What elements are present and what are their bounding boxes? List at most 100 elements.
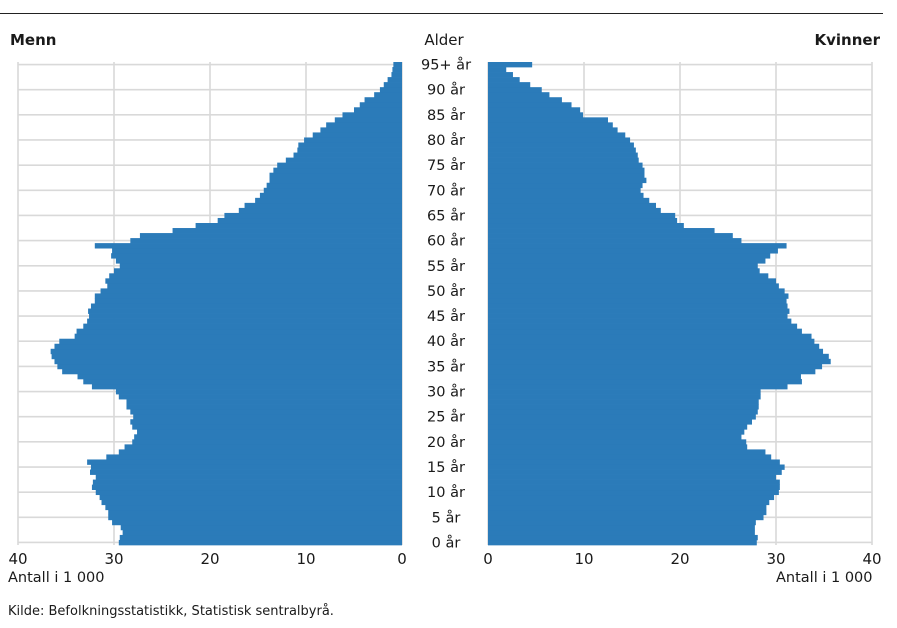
bar-kvinner-age-14 xyxy=(488,469,782,475)
bar-menn-age-68 xyxy=(255,197,402,204)
x-tick-label-left: 0 xyxy=(397,550,407,568)
bar-menn-age-13 xyxy=(95,474,402,480)
bar-menn-age-29 xyxy=(118,394,403,400)
bar-kvinner-age-61 xyxy=(488,233,733,239)
bar-kvinner-age-5 xyxy=(488,514,764,521)
bar-menn-age-22 xyxy=(137,429,403,435)
bar-menn-age-14 xyxy=(90,469,402,475)
bar-kvinner-age-19 xyxy=(488,444,748,450)
age-axis-label: Alder xyxy=(424,31,464,49)
bar-menn-age-24 xyxy=(130,419,402,425)
bar-kvinner-age-30 xyxy=(488,389,761,395)
bar-kvinner-age-79 xyxy=(488,142,634,148)
age-tick-label: 0 år xyxy=(432,534,461,551)
bar-kvinner-age-35 xyxy=(488,363,823,370)
bar-kvinner-age-18 xyxy=(488,449,766,455)
bar-menn-age-51 xyxy=(107,283,402,289)
bar-menn-age-94 xyxy=(392,67,402,73)
x-tick-label-left: 20 xyxy=(200,550,219,568)
bar-kvinner-age-10 xyxy=(488,489,779,496)
bar-menn-age-84 xyxy=(334,117,402,123)
bar-kvinner-age-20 xyxy=(488,439,747,445)
bar-kvinner-age-91 xyxy=(488,82,531,88)
bar-kvinner-age-53 xyxy=(488,273,769,279)
bar-kvinner-age-7 xyxy=(488,504,767,511)
bar-menn-age-23 xyxy=(132,424,403,430)
bar-kvinner-age-24 xyxy=(488,419,752,425)
source-note: Kilde: Befolkningsstatistikk, Statistisk… xyxy=(8,604,334,619)
bar-menn-age-76 xyxy=(285,157,402,163)
bar-menn-age-1 xyxy=(119,534,402,541)
bar-kvinner-age-81 xyxy=(488,132,626,138)
bar-kvinner-age-60 xyxy=(488,238,742,244)
bar-menn-age-54 xyxy=(114,268,402,274)
bar-kvinner-age-29 xyxy=(488,394,761,400)
bar-menn-age-47 xyxy=(90,303,403,309)
bar-menn-age-15 xyxy=(90,464,403,470)
bar-menn-age-38 xyxy=(50,348,402,355)
bar-menn-age-25 xyxy=(133,414,402,420)
bar-menn-age-60 xyxy=(130,238,402,244)
bar-kvinner-age-94 xyxy=(488,67,507,73)
bar-menn-age-11 xyxy=(91,484,403,491)
x-axis-label-left: Antall i 1 000 xyxy=(8,570,105,586)
age-tick-label: 50 år xyxy=(427,283,465,300)
bar-menn-age-58 xyxy=(112,248,402,254)
right-title: Kvinner xyxy=(814,31,880,49)
age-tick-label: 35 år xyxy=(427,358,465,375)
bar-kvinner-age-86 xyxy=(488,107,581,113)
bar-kvinner-age-46 xyxy=(488,308,790,314)
bar-menn-age-65 xyxy=(224,212,402,219)
bar-kvinner-age-56 xyxy=(488,258,766,264)
bar-menn-age-53 xyxy=(109,273,402,279)
bar-menn-age-20 xyxy=(132,439,403,445)
bar-kvinner-age-42 xyxy=(488,328,802,335)
bar-kvinner-age-92 xyxy=(488,77,520,83)
bar-menn-age-7 xyxy=(105,504,403,511)
bar-menn-age-33 xyxy=(77,373,403,380)
bar-kvinner-age-40 xyxy=(488,338,815,345)
bar-kvinner-age-93 xyxy=(488,72,513,78)
bar-kvinner-age-15 xyxy=(488,464,785,470)
bar-menn-age-72 xyxy=(269,177,402,184)
age-tick-label: 60 år xyxy=(427,233,465,250)
x-tick-label-left: 30 xyxy=(104,550,123,568)
left-title: Menn xyxy=(10,31,57,49)
bar-kvinner-age-41 xyxy=(488,333,812,340)
bar-kvinner-age-27 xyxy=(488,404,759,410)
bar-kvinner-age-37 xyxy=(488,353,829,360)
age-tick-label: 10 år xyxy=(427,484,465,501)
bar-menn-age-95 xyxy=(393,62,402,68)
bar-menn-age-92 xyxy=(387,77,402,83)
bar-kvinner-age-48 xyxy=(488,298,787,304)
bar-menn-age-12 xyxy=(92,479,402,485)
bar-menn-age-83 xyxy=(326,122,402,128)
age-tick-label: 70 år xyxy=(427,182,465,199)
age-tick-label: 30 år xyxy=(427,384,465,401)
bar-kvinner-age-89 xyxy=(488,92,550,98)
bar-kvinner-age-13 xyxy=(488,474,776,480)
bar-kvinner-age-70 xyxy=(488,187,641,194)
bar-menn-age-74 xyxy=(273,167,402,174)
bar-menn-age-91 xyxy=(383,82,402,88)
bar-kvinner-age-28 xyxy=(488,399,759,405)
bar-kvinner-age-62 xyxy=(488,228,715,234)
bar-menn-age-36 xyxy=(54,358,402,365)
age-tick-label: 20 år xyxy=(427,434,465,451)
x-axis-label-right: Antall i 1 000 xyxy=(776,570,873,586)
bar-kvinner-age-57 xyxy=(488,253,771,259)
bar-kvinner-age-73 xyxy=(488,172,645,179)
age-tick-label: 5 år xyxy=(432,509,461,526)
bar-menn-age-30 xyxy=(115,389,403,395)
bar-kvinner-age-33 xyxy=(488,373,801,380)
bar-kvinner-age-80 xyxy=(488,137,631,143)
bar-kvinner-age-52 xyxy=(488,278,776,284)
bar-kvinner-age-21 xyxy=(488,434,742,440)
bar-menn-age-21 xyxy=(134,434,402,440)
bar-menn-age-79 xyxy=(298,142,402,148)
bar-menn-age-85 xyxy=(342,112,402,118)
bar-kvinner-age-71 xyxy=(488,182,643,189)
bar-menn-age-50 xyxy=(100,288,402,294)
bar-menn-age-27 xyxy=(126,404,402,410)
x-tick-label-right: 40 xyxy=(862,550,881,568)
